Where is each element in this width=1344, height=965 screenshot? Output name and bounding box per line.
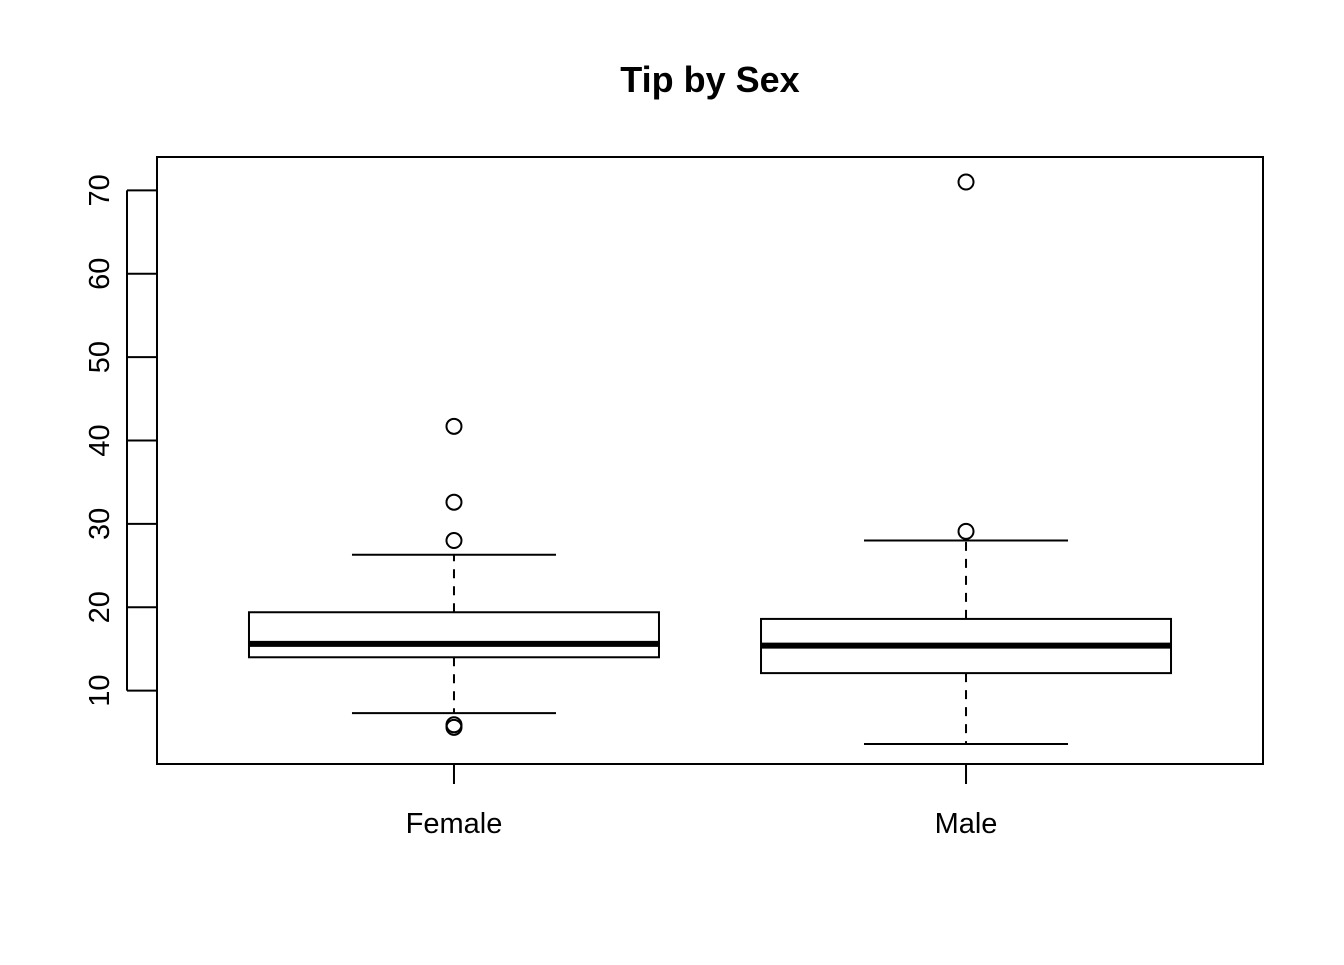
x-axis: Female Male — [406, 764, 998, 840]
y-tick-label: 10 — [84, 674, 116, 706]
y-tick-label: 30 — [84, 508, 116, 540]
outlier-point — [445, 493, 463, 511]
y-tick-label: 20 — [84, 591, 116, 623]
outlier-point — [957, 173, 975, 191]
y-tick-label: 70 — [84, 174, 116, 206]
outlier-point — [445, 718, 463, 736]
y-tick-label: 40 — [84, 424, 116, 456]
box-female — [247, 417, 660, 736]
y-tick-label: 60 — [84, 258, 116, 290]
iqr-box — [247, 611, 660, 659]
x-tick-label-female: Female — [406, 808, 503, 840]
box-male — [760, 173, 1173, 745]
x-tick-label-male: Male — [935, 808, 998, 840]
outlier-point — [445, 532, 463, 550]
boxes-group — [247, 173, 1173, 745]
y-axis: 10 20 30 40 50 60 70 — [84, 174, 157, 707]
chart-title: Tip by Sex — [620, 59, 799, 100]
outlier-point — [445, 417, 463, 435]
outlier-point — [957, 522, 975, 540]
plot-frame — [156, 156, 1264, 765]
y-tick-label: 50 — [84, 341, 116, 373]
